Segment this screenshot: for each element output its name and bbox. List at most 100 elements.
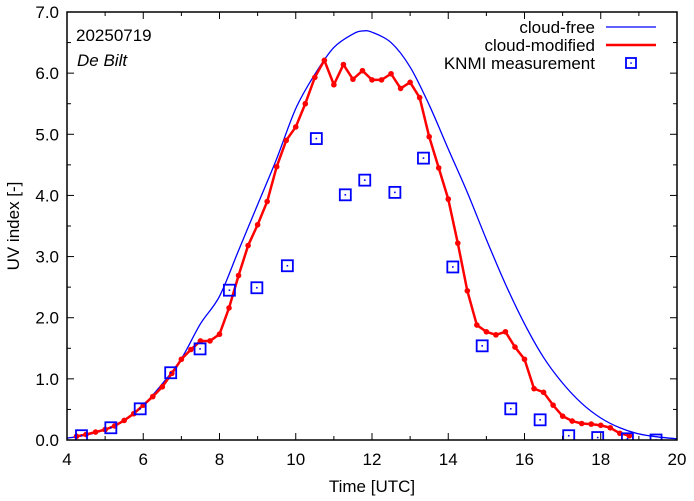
y-tick-label: 4.0 <box>35 186 59 205</box>
cloud-modified-point <box>159 384 166 390</box>
cloud-modified-point <box>331 81 337 88</box>
knmi-measurement-marker <box>621 432 634 440</box>
x-tick-label: 8 <box>215 450 224 469</box>
cloud-modified-point <box>626 432 633 439</box>
knmi-measurement-marker <box>388 185 402 199</box>
cloud-modified-point <box>92 429 99 435</box>
knmi-measurement-marker <box>104 421 118 435</box>
cloud-modified-point <box>264 198 270 205</box>
y-tick-label: 6.0 <box>35 64 59 83</box>
cloud-modified-point <box>474 322 480 328</box>
y-tick-label: 3.0 <box>35 248 59 267</box>
knmi-measurement-marker <box>133 402 147 416</box>
cloud-modified-point <box>426 133 432 140</box>
cloud-modified-point <box>512 344 518 350</box>
cloud-modified-point <box>83 431 89 438</box>
cloud-modified-point <box>435 165 442 171</box>
cloud-modified-point <box>378 77 385 83</box>
x-axis-title: Time [UTC] <box>329 477 415 496</box>
y-tick-label: 0.0 <box>35 431 59 450</box>
legend-label-cloud-free: cloud-free <box>519 18 595 37</box>
x-tick-label: 18 <box>591 450 610 469</box>
cloud-modified-point <box>302 100 309 107</box>
cloud-modified-point <box>226 305 232 311</box>
y-tick-label: 7.0 <box>35 3 59 22</box>
cloud-modified-point <box>216 331 223 338</box>
cloud-modified-point <box>254 221 261 228</box>
y-axis-title: UV index [-] <box>4 182 23 271</box>
cloud-modified-point <box>531 385 537 392</box>
cloud-modified-point <box>321 57 328 64</box>
y-tick-label: 2.0 <box>35 309 59 328</box>
knmi-measurement-marker <box>475 339 489 353</box>
cloud-modified-point <box>149 393 156 400</box>
cloud-modified-point <box>464 288 471 294</box>
cloud-modified-point <box>454 240 461 246</box>
cloud-modified-point <box>502 328 509 335</box>
knmi-measurement-marker <box>75 429 88 440</box>
cloud-modified-point <box>188 346 194 353</box>
cloud-modified-point <box>388 70 394 77</box>
cloud-modified-point <box>312 74 318 81</box>
cloud-modified-point <box>607 424 614 431</box>
cloud-modified-point <box>207 338 213 344</box>
knmi-measurement-marker <box>446 260 460 274</box>
legend: cloud-free cloud-modified KNMI measureme… <box>444 18 656 73</box>
knmi-measurement-marker <box>504 402 518 416</box>
cloud-modified-point <box>493 332 499 338</box>
cloud-modified-point <box>588 421 595 427</box>
cloud-modified-point <box>569 418 575 424</box>
cloud-modified-point <box>235 272 242 279</box>
cloud-modified-point <box>169 370 175 377</box>
knmi-measurement-marker <box>591 431 605 440</box>
cloud-modified-point <box>245 242 251 249</box>
y-tick-label: 1.0 <box>35 370 59 389</box>
cloud-modified-point <box>597 422 604 429</box>
cloud-modified-point <box>350 76 356 83</box>
cloud-modified-point <box>121 417 127 424</box>
knmi-measurement-marker <box>562 429 576 440</box>
legend-swatch-knmi-measurement <box>625 57 637 69</box>
knmi-measurement-marker <box>533 413 547 427</box>
knmi-measurement-marker <box>417 151 430 165</box>
knmi-measurement-marker <box>164 366 178 380</box>
cloud-modified-point <box>578 420 585 427</box>
knmi-measurement-marker <box>223 283 236 297</box>
knmi-measurement-marker <box>338 188 352 202</box>
cloud-modified-point <box>273 163 280 170</box>
cloud-modified-point <box>550 402 556 408</box>
plot-frame <box>66 11 678 441</box>
cloud-modified-point <box>283 137 290 144</box>
cloud-modified-point <box>340 61 347 68</box>
x-tick-label: 4 <box>62 450 71 469</box>
x-tick-label: 10 <box>286 450 305 469</box>
cloud-free-line <box>67 30 677 440</box>
knmi-measurement-marker <box>280 259 294 273</box>
legend-label-cloud-modified: cloud-modified <box>484 36 595 55</box>
cloud-modified-point <box>416 94 423 101</box>
legend-label-knmi-measurement: KNMI measurement <box>444 54 595 73</box>
x-tick-label: 14 <box>439 450 458 469</box>
cloud-modified-point <box>397 85 404 92</box>
x-tick-label: 16 <box>515 450 534 469</box>
cloud-modified-point <box>483 328 490 335</box>
knmi-measurement-marker <box>358 173 372 187</box>
cloud-modified-point <box>540 389 547 396</box>
x-tick-label: 20 <box>668 450 687 469</box>
cloud-modified-line <box>76 59 630 438</box>
x-tick-label: 12 <box>363 450 382 469</box>
cloud-modified-point <box>197 338 204 344</box>
knmi-measurement-marker <box>250 281 264 295</box>
cloud-modified-point <box>178 356 185 363</box>
cloud-modified-point <box>369 77 375 83</box>
knmi-measurement-marker <box>193 342 207 356</box>
cloud-modified-point <box>359 67 366 74</box>
cloud-modified-point <box>521 356 528 363</box>
cloud-modified-point <box>292 124 299 130</box>
cloud-modified-point <box>559 413 566 419</box>
station-annotation: De Bilt <box>77 51 128 70</box>
knmi-measurement-marker <box>309 132 323 145</box>
y-tick-label: 5.0 <box>35 125 59 144</box>
cloud-modified-point <box>407 79 413 86</box>
